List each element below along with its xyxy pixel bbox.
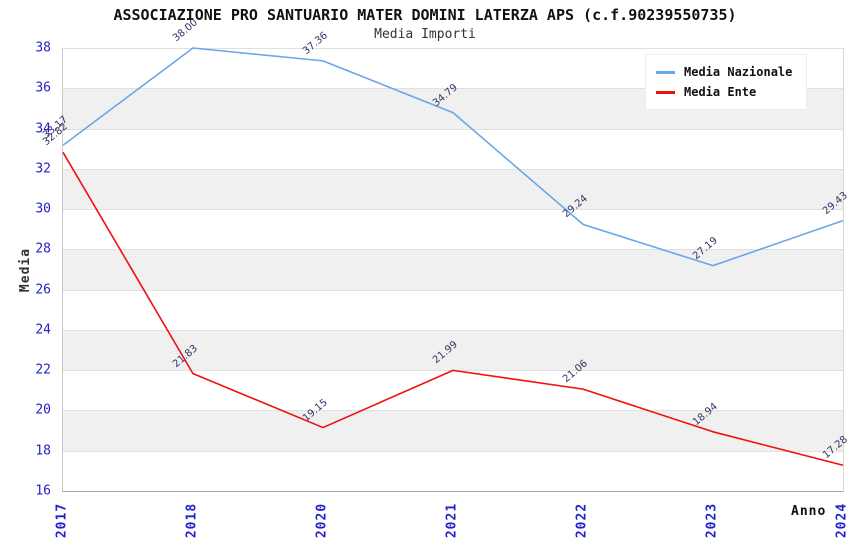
legend-line-swatch <box>656 90 675 94</box>
x-tick-label: 2022 <box>574 502 590 539</box>
x-axis-title: Anno <box>791 504 827 519</box>
y-tick-label: 38 <box>35 40 51 56</box>
x-tick-label: 2021 <box>444 502 460 539</box>
legend-item: Media Nazionale <box>656 62 792 82</box>
x-tick-label: 2018 <box>184 502 200 539</box>
grid-band <box>63 450 843 491</box>
y-tick-label: 24 <box>35 322 51 338</box>
x-tick-label: 2023 <box>704 502 720 539</box>
legend-line-swatch <box>656 70 675 74</box>
y-tick-label: 28 <box>35 241 51 257</box>
y-tick-label: 36 <box>35 80 51 96</box>
y-tick-label: 30 <box>35 201 51 217</box>
series-line-media-ente <box>62 151 844 467</box>
grid-band <box>63 289 843 330</box>
grid-band <box>63 410 843 451</box>
y-tick-label: 26 <box>35 282 51 298</box>
legend-label: Media Ente <box>684 85 757 99</box>
chart-subtitle: Media Importi <box>374 27 476 42</box>
grid-band <box>63 168 843 210</box>
y-tick-label: 16 <box>35 483 51 499</box>
grid-band <box>63 329 843 371</box>
series-line-media-nazionale <box>62 47 844 267</box>
chart-title: ASSOCIAZIONE PRO SANTUARIO MATER DOMINI … <box>113 6 737 24</box>
x-tick-label: 2017 <box>54 502 70 539</box>
grid-band <box>63 370 843 411</box>
legend: Media Nazionale Media Ente <box>645 54 808 110</box>
y-tick-label: 22 <box>35 362 51 378</box>
y-tick-label: 34 <box>35 121 51 137</box>
y-tick-label: 20 <box>35 402 51 418</box>
y-tick-label: 18 <box>35 443 51 459</box>
legend-label: Media Nazionale <box>684 65 793 79</box>
grid-band <box>63 128 843 169</box>
legend-item: Media Ente <box>656 82 792 102</box>
series-lines <box>62 47 844 467</box>
grid-band <box>63 249 843 290</box>
plot-area: 33.17 38.00 37.36 34.79 29.24 27.19 29.43 32.82… <box>41 17 850 492</box>
grid-band <box>63 209 843 250</box>
x-tick-label: 2024 <box>834 502 850 539</box>
x-tick-label: 2020 <box>314 502 330 539</box>
y-tick-label: 32 <box>35 161 51 177</box>
